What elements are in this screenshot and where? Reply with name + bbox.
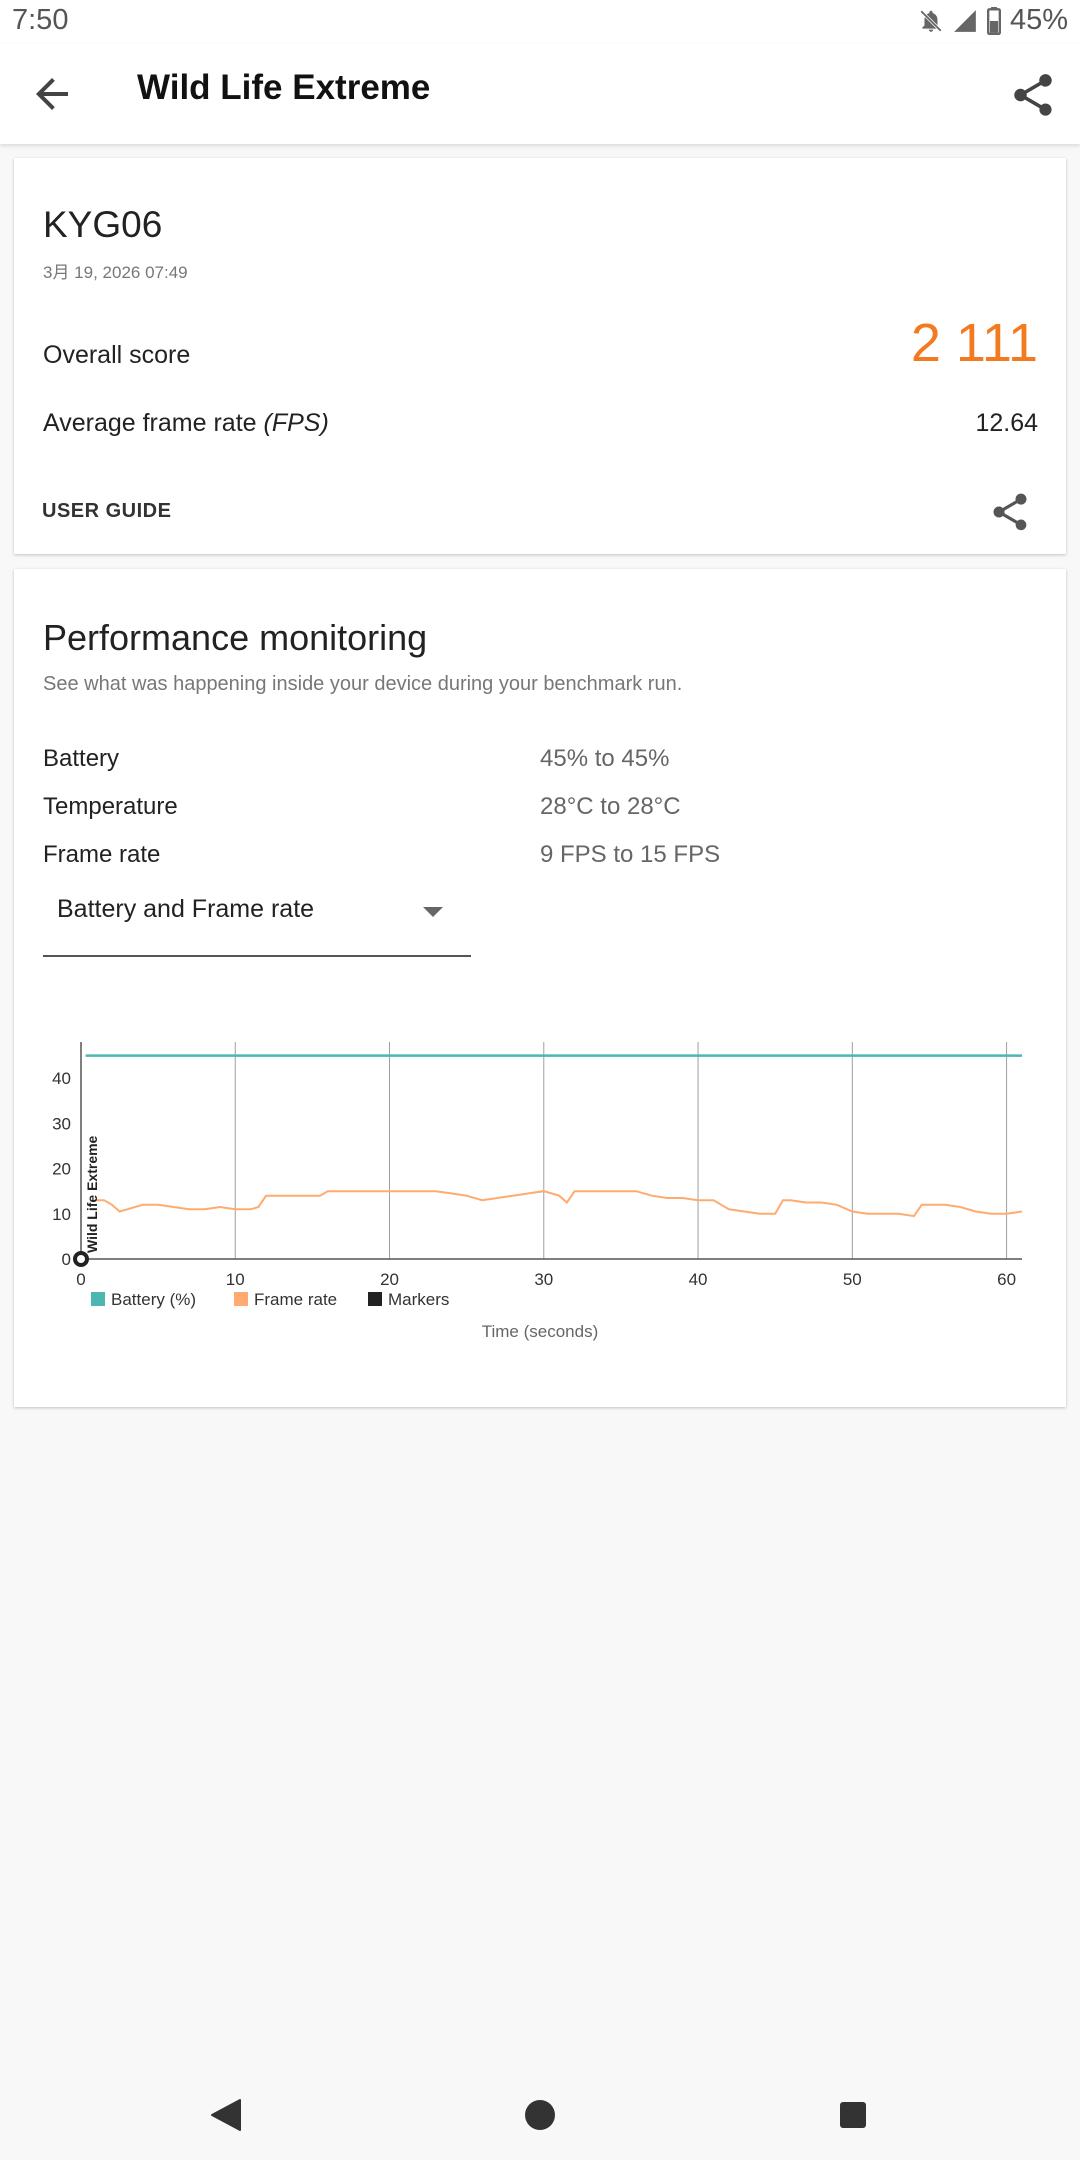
stat-label-battery: Battery (43, 745, 120, 772)
stat-label-frame-rate: Frame rate (43, 841, 161, 868)
legend-label: Battery (%) (111, 1290, 196, 1309)
y-tick-label: 20 (52, 1160, 71, 1179)
chart-select-dropdown[interactable]: Battery and Frame rate (43, 875, 471, 957)
legend-swatch (368, 1292, 382, 1306)
overall-score-value: 2 111 (910, 313, 1038, 373)
status-time: 7:50 (12, 4, 69, 36)
share-icon[interactable] (1008, 70, 1058, 120)
battery-percent: 45% (1009, 4, 1068, 36)
device-name: KYG06 (43, 204, 163, 245)
x-tick-label: 40 (689, 1270, 708, 1289)
x-tick-label: 50 (843, 1270, 862, 1289)
marker-point (73, 1251, 89, 1267)
run-date: 3月 19, 2026 07:49 (43, 263, 188, 282)
dropdown-arrow-icon (423, 907, 443, 917)
legend-label: Markers (388, 1290, 449, 1309)
performance-chart: 0 10 20 30 40 50 60 0 10 20 30 40 Wild Life Extreme B… (52, 1042, 1023, 1341)
x-tick-label: 20 (380, 1270, 399, 1289)
dropdown-selected-value: Battery and Frame rate (57, 895, 315, 923)
stat-label-temperature: Temperature (43, 793, 178, 820)
y-tick-label: 0 (62, 1250, 71, 1269)
stat-value-battery: 45% to 45% (540, 745, 670, 772)
page-title: Wild Life Extreme (137, 68, 431, 107)
legend-label: Frame rate (254, 1290, 337, 1309)
nav-home-icon[interactable] (525, 2100, 555, 2130)
avg-fps-label: Average frame rate (FPS) (43, 409, 329, 438)
x-tick-label: 0 (76, 1270, 85, 1289)
series-line-frame-rate (96, 1190, 1023, 1218)
y-tick-label: 30 (52, 1114, 71, 1133)
status-bar: 7:50 45% (0, 0, 1080, 44)
status-icons: 45% (918, 4, 1068, 37)
avg-fps-unit: (FPS) (263, 409, 329, 437)
y-tick-label: 10 (52, 1205, 71, 1224)
stat-value-frame-rate: 9 FPS to 15 FPS (540, 841, 721, 868)
user-guide-button[interactable]: USER GUIDE (42, 500, 172, 522)
x-tick-label: 10 (226, 1270, 245, 1289)
x-tick-label: 60 (997, 1270, 1016, 1289)
y-tick-label: 40 (52, 1069, 71, 1088)
x-axis-title: Time (seconds) (482, 1322, 599, 1341)
monitoring-subtitle: See what was happening inside your devic… (43, 673, 683, 695)
x-tick-label: 30 (534, 1270, 553, 1289)
stat-value-temperature: 28°C to 28°C (540, 793, 681, 820)
performance-monitoring-card: Performance monitoring See what was happ… (14, 569, 1066, 1407)
arrow-back-icon[interactable] (28, 70, 76, 118)
battery-icon (986, 6, 1001, 35)
result-card: KYG06 3月 19, 2026 07:49 Overall score 2 … (14, 158, 1066, 554)
marker-label: Wild Life Extreme (84, 1135, 100, 1253)
avg-fps-value: 12.64 (975, 409, 1038, 437)
notifications-off-icon (920, 9, 942, 32)
legend-swatch (234, 1292, 248, 1306)
avg-fps-label-text: Average frame rate (43, 409, 257, 437)
legend-swatch (91, 1292, 105, 1306)
overall-score-label: Overall score (43, 341, 191, 369)
nav-recent-apps-icon[interactable] (840, 2102, 866, 2128)
monitoring-title: Performance monitoring (43, 617, 428, 658)
signal-icon (954, 9, 976, 32)
share-result-icon[interactable] (988, 490, 1032, 534)
app-bar: Wild Life Extreme (0, 44, 1080, 144)
nav-back-icon[interactable] (210, 2098, 242, 2132)
